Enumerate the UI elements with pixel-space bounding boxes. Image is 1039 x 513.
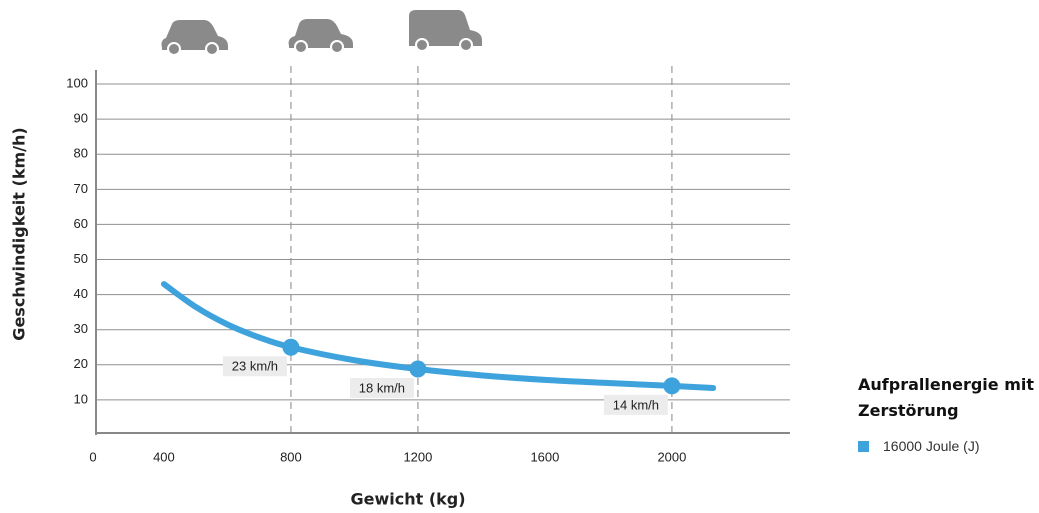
x-tick-label: 0 bbox=[89, 449, 96, 464]
legend-item: 16000 Joule (J) bbox=[858, 438, 1038, 454]
y-axis-title: Geschwindigkeit (km/h) bbox=[10, 127, 29, 340]
label-background bbox=[349, 378, 414, 399]
y-tick-label: 30 bbox=[74, 321, 88, 336]
y-tick-label: 90 bbox=[74, 111, 88, 126]
point-label: 14 km/h bbox=[613, 397, 659, 412]
y-tick-label: 80 bbox=[74, 146, 88, 161]
y-tick-label: 60 bbox=[74, 216, 88, 231]
data-point bbox=[663, 377, 681, 395]
car-icons bbox=[161, 10, 482, 56]
y-tick-label: 20 bbox=[74, 356, 88, 371]
y-tick-label: 40 bbox=[74, 286, 88, 301]
legend-title: Aufprallenergie mit Zerstörung bbox=[858, 375, 1034, 420]
x-tick-label: 2000 bbox=[657, 449, 686, 464]
label-background bbox=[603, 394, 668, 415]
point-label: 23 km/h bbox=[232, 359, 278, 374]
data-line bbox=[160, 281, 717, 391]
legend: Aufprallenergie mit Zerstörung 16000 Jou… bbox=[858, 372, 1038, 454]
y-tick-label: 100 bbox=[66, 75, 88, 90]
x-tick-label: 1200 bbox=[403, 449, 432, 464]
x-tick-label: 1600 bbox=[530, 449, 559, 464]
y-tick-label: 70 bbox=[74, 181, 88, 196]
data-point bbox=[409, 360, 427, 378]
point-label: 18 km/h bbox=[359, 380, 405, 395]
label-background bbox=[222, 356, 287, 377]
legend-label: 16000 Joule (J) bbox=[883, 438, 980, 454]
data-point bbox=[282, 338, 300, 356]
x-tick-label: 400 bbox=[153, 449, 175, 464]
legend-swatch bbox=[858, 440, 869, 452]
y-tick-label: 50 bbox=[74, 251, 88, 266]
y-tick-label: 10 bbox=[74, 391, 88, 406]
x-tick-label: 800 bbox=[280, 449, 302, 464]
x-axis-title: Gewicht (kg) bbox=[350, 490, 465, 509]
